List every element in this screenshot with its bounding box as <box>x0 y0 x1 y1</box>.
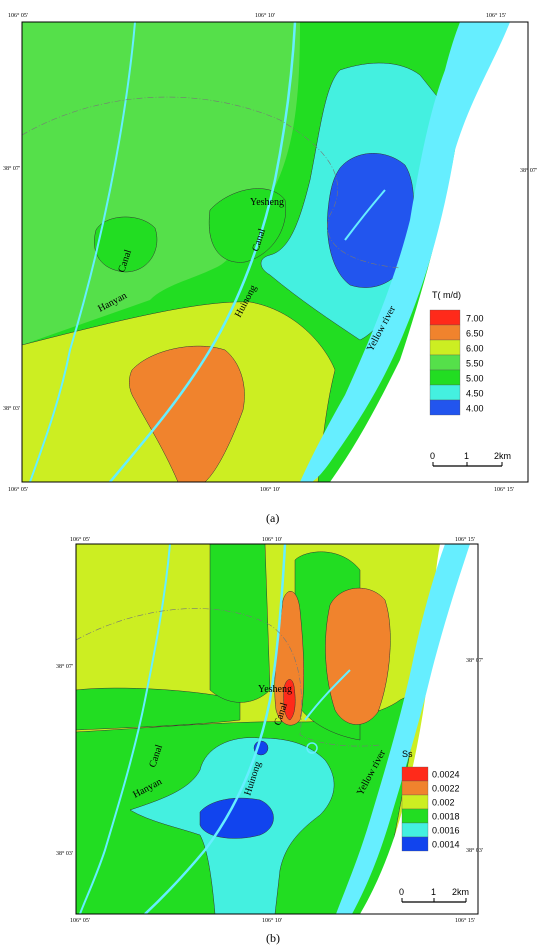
legend-b-swatch-3 <box>401 808 429 824</box>
legend-b-swatch-2 <box>401 794 429 810</box>
zone-b-0-0022-east <box>325 587 391 725</box>
coord-b-right-lower: 38° 03′ <box>466 847 484 854</box>
legend-a-swatch-1 <box>429 324 461 341</box>
small-channel-a <box>344 189 386 241</box>
scale-bar-b: 0 1 2km <box>399 887 469 903</box>
zone-a-5-50-west <box>22 22 300 345</box>
zone-a-4-00 <box>327 153 414 288</box>
legend-a-swatch-5 <box>429 384 461 401</box>
small-loop-b <box>306 742 318 754</box>
coord-b-bottom-left: 106° 05′ <box>70 917 91 924</box>
zone-b-0-0014-south <box>199 797 274 839</box>
coord-b-bottom-right: 106° 15′ <box>455 917 476 924</box>
coord-b-top-mid: 106° 10′ <box>262 536 283 543</box>
coord-a-top-mid: 106° 10′ <box>255 12 276 19</box>
coord-a-bottom-right: 106° 15′ <box>494 486 515 493</box>
coord-a-right-upper: 38° 07′ <box>520 167 538 174</box>
legend-b-label-4: 0.0016 <box>432 826 460 836</box>
east-bank-b <box>360 544 478 914</box>
coord-b-left-lower: 38° 03′ <box>56 850 74 857</box>
legend-a-label-4: 5.00 <box>466 373 484 383</box>
coord-a-bottom-mid: 106° 10′ <box>260 486 281 493</box>
zone-a-6-50 <box>129 345 245 482</box>
yellow-river-a <box>300 22 510 482</box>
hanyan-canal-a <box>29 22 136 482</box>
small-channel-b <box>304 669 351 721</box>
scale-a-start: 0 <box>430 451 435 461</box>
legend-a-label-1: 6.50 <box>466 328 484 338</box>
caption-b: (b) <box>266 931 280 945</box>
legend-a-swatch-0 <box>429 309 461 326</box>
legend-b-swatch-4 <box>401 822 429 838</box>
boundary-dashed-b <box>76 608 381 747</box>
yellow-river-b <box>336 544 470 914</box>
panel-b: 106° 05′ 106° 10′ 106° 15′ 106° 05′ 106°… <box>56 536 484 945</box>
huinong-canal-a <box>109 22 297 482</box>
coord-b-right-upper: 38° 07′ <box>466 657 484 664</box>
legend-a-label-2: 6.00 <box>466 343 484 353</box>
coord-b-top-right: 106° 15′ <box>455 536 476 543</box>
legend-a-swatch-2 <box>429 339 461 356</box>
legend-b-label-5: 0.0014 <box>432 840 460 850</box>
coord-a-top-left: 106° 05′ <box>8 12 29 19</box>
coord-a-top-right: 106° 15′ <box>486 12 507 19</box>
legend-a-label-6: 4.00 <box>466 403 484 413</box>
caption-a: (a) <box>266 511 279 525</box>
coord-b-top-left: 106° 05′ <box>70 536 91 543</box>
zone-a-5-00-center <box>208 188 287 263</box>
panel-a: 106° 05′ 106° 10′ 106° 15′ 106° 05′ 106°… <box>3 12 538 525</box>
scale-bar-a: 0 1 2km <box>430 451 511 467</box>
hanyan-canal-b <box>79 544 171 914</box>
legend-a-swatch-4 <box>429 369 461 386</box>
legend-b-title: Ss <box>402 749 413 759</box>
legend-a-swatch-3 <box>429 354 461 371</box>
legend-a-swatch-6 <box>429 399 461 416</box>
east-bank-a <box>330 22 528 482</box>
coord-a-left-upper: 38° 07′ <box>3 165 21 172</box>
legend-a-label-3: 5.50 <box>466 358 484 368</box>
map-a-frame <box>21 21 529 483</box>
legend-b-swatch-0 <box>401 766 429 782</box>
scale-b-mid: 1 <box>431 887 436 897</box>
label-a-yesheng: Yesheng <box>250 197 284 208</box>
scale-a-mid: 1 <box>464 451 469 461</box>
huinong-canal-b <box>144 544 287 914</box>
scale-b-end: 2km <box>452 887 469 897</box>
coord-a-bottom-left: 106° 05′ <box>8 486 29 493</box>
legend-b: 0.0024 0.0022 0.002 0.0018 0.0016 0.0014 <box>401 766 460 852</box>
legend-a-label-5: 4.50 <box>466 388 484 398</box>
legend-b-swatch-5 <box>401 836 429 852</box>
map-b-frame <box>75 543 479 915</box>
zone-b-0-0024 <box>283 679 296 721</box>
map-b-area <box>76 544 478 914</box>
legend-b-label-2: 0.002 <box>432 798 455 808</box>
coord-b-left-upper: 38° 07′ <box>56 663 74 670</box>
zone-b-0-0018-north <box>209 544 271 703</box>
legend-b-label-3: 0.0018 <box>432 812 460 822</box>
legend-a-title: T( m/d) <box>432 290 461 300</box>
legend-b-label-0: 0.0024 <box>432 770 460 780</box>
zone-b-0-0018-westband <box>76 687 241 731</box>
zone-a-5-00-island <box>94 216 158 273</box>
coord-a-left-lower: 38° 03′ <box>3 405 21 412</box>
legend-a-label-0: 7.00 <box>466 313 484 323</box>
legend-a: 7.00 6.50 6.00 5.50 5.00 4.50 4.00 <box>429 309 484 416</box>
map-a-area <box>22 22 528 482</box>
scale-a-end: 2km <box>494 451 511 461</box>
coord-b-bottom-mid: 106° 10′ <box>262 917 283 924</box>
legend-b-label-1: 0.0022 <box>432 784 460 794</box>
scale-b-start: 0 <box>399 887 404 897</box>
label-b-yesheng: Yesheng <box>258 684 292 695</box>
legend-b-swatch-1 <box>401 780 429 796</box>
